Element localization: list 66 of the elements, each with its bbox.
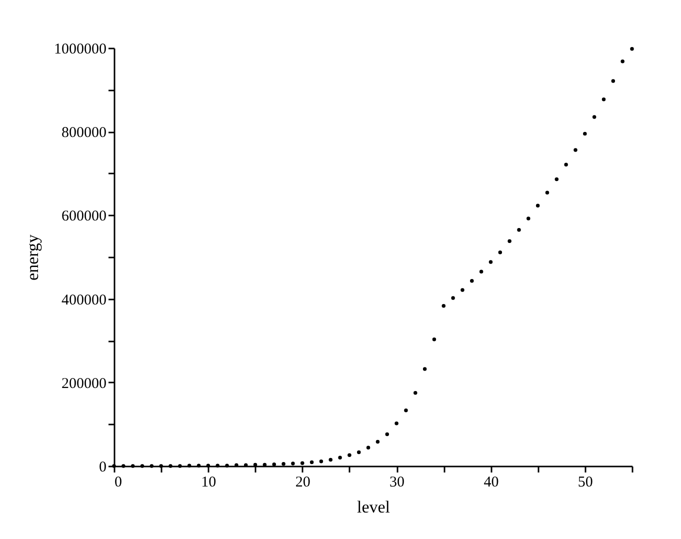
point: [357, 450, 361, 454]
point: [498, 250, 502, 254]
point: [536, 204, 540, 208]
point: [602, 98, 606, 102]
point: [479, 270, 484, 274]
point: [404, 408, 408, 412]
point: [122, 464, 126, 468]
point: [517, 228, 521, 232]
point: [272, 462, 276, 466]
point: [140, 464, 144, 468]
point: [545, 190, 550, 194]
point: [319, 460, 324, 464]
y-tick-label: 200000: [62, 376, 106, 392]
point: [526, 216, 530, 220]
y-tick-label: 1000000: [54, 42, 106, 58]
point: [564, 162, 568, 166]
point: [300, 461, 304, 465]
point: [414, 390, 418, 395]
point: [574, 148, 578, 152]
point: [196, 464, 201, 468]
point: [611, 79, 616, 83]
point: [460, 288, 464, 292]
point: [488, 260, 493, 264]
point: [508, 239, 512, 243]
point: [225, 464, 229, 468]
point: [592, 115, 596, 119]
y-tick-label: 400000: [62, 292, 106, 308]
x-tick-label: 40: [484, 474, 499, 490]
point: [178, 464, 182, 468]
point: [348, 453, 352, 457]
point: [310, 460, 314, 464]
point: [583, 132, 587, 136]
point: [282, 462, 286, 466]
point: [385, 432, 389, 436]
y-tick-label: 600000: [62, 208, 106, 225]
point: [338, 456, 342, 460]
x-tick-label: 50: [578, 474, 593, 490]
point: [451, 296, 455, 300]
y-axis-title: energy: [23, 234, 42, 280]
y-tick-label: 800000: [62, 125, 106, 142]
point: [130, 464, 135, 468]
point: [206, 464, 210, 468]
point: [376, 440, 380, 444]
y-tick-label: 0: [99, 460, 106, 476]
x-tick-label: 20: [295, 474, 310, 490]
point: [168, 464, 172, 468]
point: [630, 46, 634, 51]
x-tick-label: 10: [201, 474, 216, 490]
point: [470, 278, 474, 283]
point: [216, 464, 220, 468]
point: [620, 60, 624, 64]
point: [112, 464, 116, 468]
point: [554, 177, 559, 182]
point: [442, 304, 446, 308]
point: [422, 367, 427, 371]
x-axis-title: level: [356, 498, 390, 516]
point: [187, 464, 192, 468]
point: [432, 337, 436, 342]
point: [150, 464, 154, 468]
point: [159, 464, 163, 468]
point: [366, 446, 370, 450]
x-tick-label: 0: [114, 474, 122, 490]
x-tick-label: 30: [390, 474, 405, 490]
point: [328, 458, 332, 462]
point: [291, 462, 295, 466]
point: [394, 421, 398, 426]
